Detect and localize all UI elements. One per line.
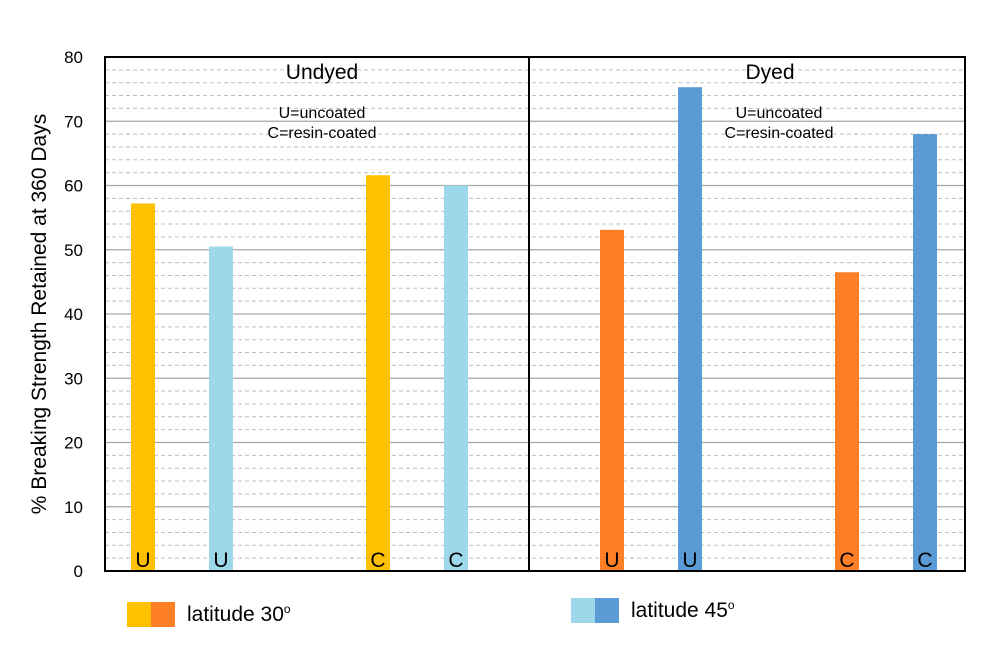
legend-swatch-dyed [151, 602, 175, 627]
y-tick-label: 50 [64, 241, 83, 260]
y-axis-label: % Breaking Strength Retained at 360 Days [28, 114, 51, 514]
legend-label: latitude 45o [631, 598, 735, 622]
y-tick-label: 20 [64, 434, 83, 453]
y-tick-label: 10 [64, 498, 83, 517]
y-tick-label: 70 [64, 112, 83, 131]
y-tick-label: 0 [74, 562, 83, 581]
legend-item-latitude-45: latitude 45o [571, 598, 735, 623]
bar-label: C [839, 549, 854, 572]
plot-frame [104, 56, 966, 572]
bar [366, 175, 390, 571]
bar-label: C [448, 549, 463, 572]
y-tick-label: 30 [64, 369, 83, 388]
bar [444, 185, 468, 571]
y-tick-label: 60 [64, 177, 83, 196]
bar [835, 272, 859, 571]
bar [131, 203, 155, 572]
bar-label: U [682, 549, 697, 572]
bar [913, 134, 937, 571]
bar [678, 87, 702, 571]
panel-title: Undyed [286, 61, 358, 84]
panel-note: C=resin-coated [268, 125, 377, 142]
panel-title: Dyed [745, 61, 794, 84]
legend-label: latitude 30o [187, 602, 291, 626]
bar-label: U [213, 549, 228, 572]
panel-note: C=resin-coated [725, 125, 834, 142]
bar [600, 229, 624, 571]
bar-label: U [604, 549, 619, 572]
panel-note: U=uncoated [279, 105, 366, 122]
bar-label: U [135, 549, 150, 572]
legend-swatch-undyed [571, 598, 595, 623]
y-tick-label: 40 [64, 305, 83, 324]
legend-item-latitude-30: latitude 30o [127, 602, 291, 627]
panel-note: U=uncoated [736, 105, 823, 122]
legend-swatch-dyed [595, 598, 619, 623]
bar-label: C [370, 549, 385, 572]
legend-swatch-undyed [127, 602, 151, 627]
y-tick-label: 80 [64, 48, 83, 67]
bar [209, 246, 233, 571]
bar-label: C [917, 549, 932, 572]
